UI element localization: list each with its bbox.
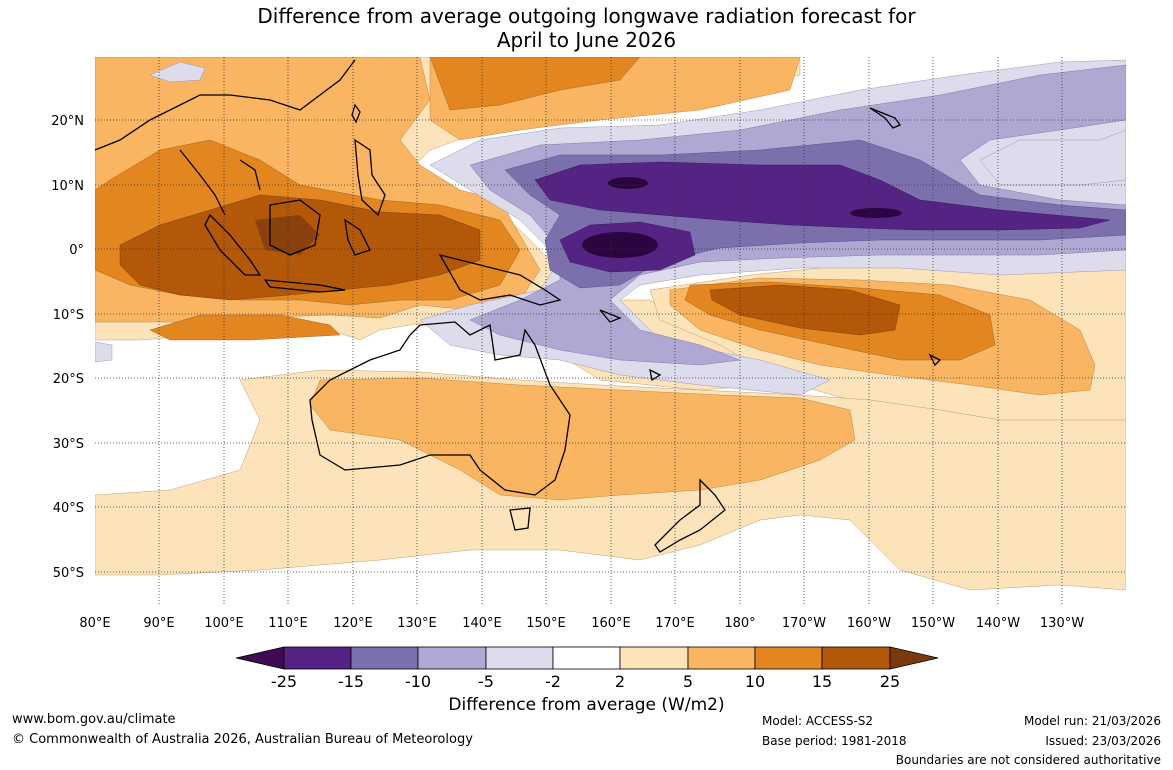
lon-label: 110°E — [268, 616, 308, 631]
colorbar-tick: -2 — [545, 672, 561, 691]
model-run-date: Model run: 21/03/2026 — [1023, 714, 1161, 728]
anomaly-region-deepest-purple — [608, 177, 648, 189]
coastline-mainland-asia — [95, 59, 356, 216]
colorbar-tick: 10 — [745, 672, 765, 691]
colorbar-tick: 15 — [812, 672, 832, 691]
anomaly-region-pale-purple — [149, 61, 206, 83]
copyright-notice: © Commonwealth of Australia 2026, Austra… — [12, 732, 473, 747]
base-period: Base period: 1981-2018 — [762, 734, 907, 748]
colorbar-tick: -25 — [271, 672, 297, 691]
lon-label: 170°W — [782, 616, 826, 631]
lon-label: 180° — [724, 616, 755, 631]
latitude-labels: 20°N 10°N 0° 10°S 20°S 30°S 40°S 50°S — [51, 114, 84, 581]
lon-label: 120°E — [333, 616, 373, 631]
coastline-australia — [309, 321, 571, 496]
longitude-labels: 80°E 90°E 100°E 110°E 120°E 130°E 140°E … — [79, 616, 1084, 631]
anomaly-region-brown — [709, 284, 901, 336]
lon-label: 140°E — [462, 616, 502, 631]
coastline-sulawesi — [344, 218, 371, 256]
colorbar-tick: -5 — [478, 672, 494, 691]
colorbar-tick: 25 — [880, 672, 900, 691]
anomaly-shading — [95, 57, 1126, 591]
anomaly-region-deepest-purple — [582, 232, 658, 258]
lon-label: 150°W — [911, 616, 955, 631]
colorbar-swatch — [821, 646, 891, 670]
boundary-disclaimer: Boundaries are not considered authoritat… — [895, 753, 1161, 767]
colorbar-tick: -15 — [338, 672, 364, 691]
coastlines — [95, 59, 942, 553]
coastline-new-zealand — [654, 478, 726, 553]
lon-label: 160°E — [591, 616, 631, 631]
coastline-hawaii — [869, 107, 901, 129]
lat-label: 30°S — [53, 437, 84, 452]
coastline-new-guinea — [438, 253, 562, 306]
colorbar-swatch — [485, 646, 554, 670]
lon-label: 130°E — [397, 616, 437, 631]
lon-label: 90°E — [143, 616, 174, 631]
lat-label: 50°S — [53, 566, 84, 581]
lon-label: 140°W — [976, 616, 1020, 631]
lat-label: 40°S — [53, 501, 84, 516]
lat-label: 20°N — [51, 114, 84, 129]
colorbar-swatch — [687, 646, 756, 670]
lat-label: 20°S — [53, 372, 84, 387]
coastline-philippines — [354, 138, 386, 217]
colorbar-title: Difference from average (W/m2) — [448, 695, 725, 715]
lon-label: 100°E — [204, 616, 244, 631]
colorbar-tick: -10 — [405, 672, 431, 691]
colorbar-swatch — [417, 646, 487, 670]
anomaly-region-dark-orange — [149, 314, 341, 341]
anomaly-region-pale-purple — [95, 341, 113, 363]
anomaly-region-dark-purple — [534, 161, 1111, 231]
model-name: Model: ACCESS-S2 — [762, 714, 874, 728]
colorbar-swatch — [350, 646, 419, 670]
lat-label: 0° — [69, 243, 84, 258]
colorbar: -25 -15 -10 -5 -2 2 5 10 15 25 — [235, 646, 939, 691]
chart-title: Difference from average outgoing longwav… — [0, 4, 1173, 52]
lon-label: 160°W — [847, 616, 891, 631]
lat-label: 10°N — [51, 179, 84, 194]
lat-label: 10°S — [53, 308, 84, 323]
anomaly-region-deepest-purple — [850, 208, 902, 218]
colorbar-swatch — [283, 646, 352, 670]
coastline-tasmania — [509, 507, 531, 531]
title-line-1: Difference from average outgoing longwav… — [257, 4, 916, 28]
anomaly-region-medium-orange — [309, 377, 856, 501]
website-link[interactable]: www.bom.gov.au/climate — [12, 712, 176, 727]
gridlines — [95, 57, 1126, 604]
coastline-borneo — [269, 199, 321, 256]
lon-label: 170°E — [655, 616, 695, 631]
colorbar-tick: 2 — [615, 672, 625, 691]
anomaly-region-dark-orange — [429, 57, 641, 111]
olr-anomaly-map: 20°N 10°N 0° 10°S 20°S 30°S 40°S 50°S 80… — [51, 57, 1126, 691]
lon-label: 130°W — [1040, 616, 1084, 631]
issued-date: Issued: 23/03/2026 — [1045, 734, 1161, 748]
title-line-2: April to June 2026 — [496, 28, 677, 52]
lon-label: 150°E — [526, 616, 566, 631]
colorbar-tick: 5 — [683, 672, 693, 691]
coastline-sumatra — [204, 213, 262, 276]
colorbar-swatch — [619, 646, 689, 670]
coastline-java — [263, 279, 346, 293]
colorbar-high-extension — [889, 646, 939, 670]
lon-label: 80°E — [79, 616, 110, 631]
coastline-pacific-islands — [599, 309, 942, 382]
colorbar-low-extension — [235, 646, 285, 670]
colorbar-swatch — [552, 646, 621, 670]
colorbar-swatch — [754, 646, 823, 670]
